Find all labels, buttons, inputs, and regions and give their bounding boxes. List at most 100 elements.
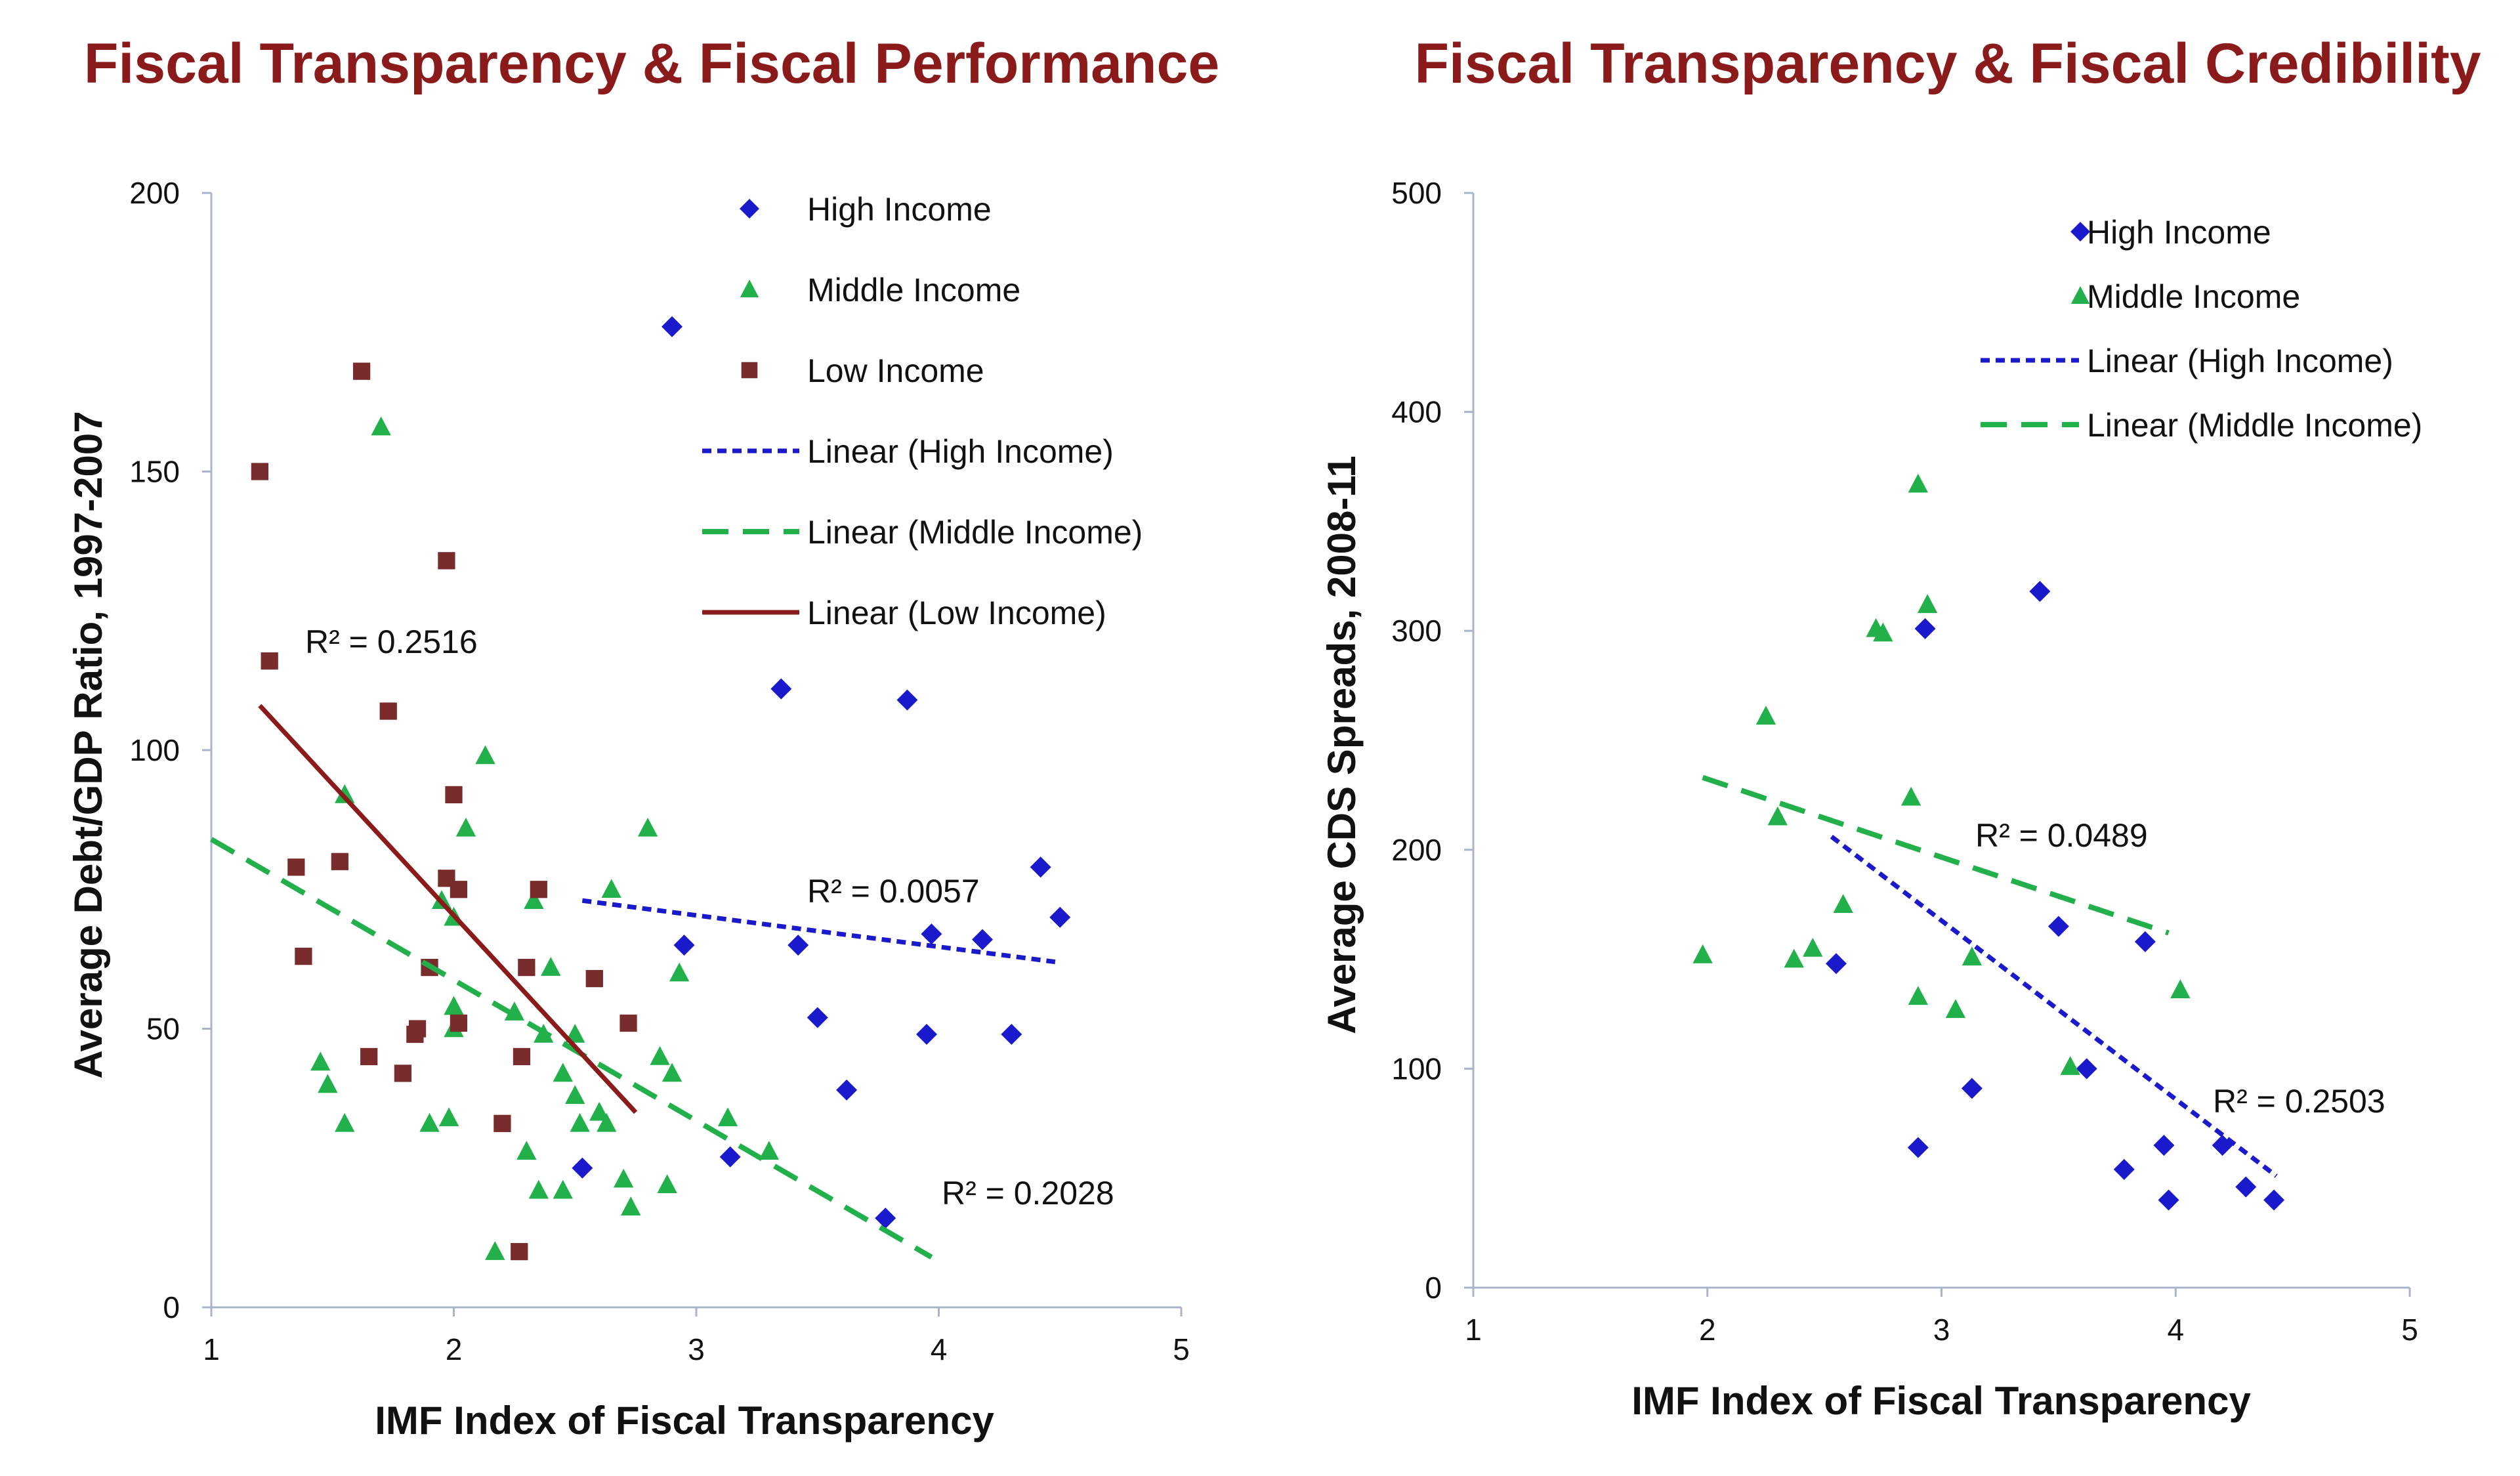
data-point-high-income	[788, 935, 809, 956]
legend-marker-low-income	[741, 362, 758, 379]
r2-label-linear-high-income: R² = 0.0057	[807, 873, 980, 910]
data-point-low-income	[406, 1025, 424, 1044]
data-point-middle-income	[553, 1063, 573, 1082]
plot-area: 0 50 100 150 200 1 2 3 4 5	[129, 176, 1190, 1366]
data-point-high-income	[2029, 581, 2051, 602]
x-tick-label: 3	[688, 1332, 705, 1366]
data-point-middle-income	[650, 1045, 670, 1065]
data-point-high-income	[1961, 1078, 1983, 1099]
data-point-middle-income	[455, 817, 476, 837]
chart-fiscal-credibility: Fiscal Transparency & Fiscal Credibility…	[1320, 32, 2481, 1423]
x-tick-label: 2	[446, 1332, 463, 1366]
data-point-middle-income	[589, 1101, 610, 1121]
y-tick-label: 150	[129, 455, 180, 489]
data-point-middle-income	[1755, 706, 1776, 725]
data-point-low-income	[331, 853, 348, 870]
data-point-middle-income	[1784, 948, 1804, 968]
data-point-middle-income	[717, 1107, 738, 1127]
data-point-middle-income	[553, 1179, 573, 1199]
y-tick-label: 0	[163, 1290, 180, 1324]
data-point-high-income	[2158, 1189, 2179, 1211]
data-point-middle-income	[2060, 1056, 2080, 1075]
data-point-low-income	[352, 362, 371, 380]
x-tick-label: 5	[2401, 1313, 2418, 1347]
y-tick-label: 0	[1425, 1271, 1442, 1305]
data-point-middle-income	[2170, 979, 2191, 999]
data-point-high-income	[719, 1146, 741, 1168]
data-point-middle-income	[613, 1168, 634, 1188]
data-point-middle-income	[541, 957, 561, 976]
y-tick-label: 500	[1391, 176, 1442, 210]
data-point-middle-income	[419, 1112, 440, 1132]
data-point-high-income	[921, 923, 942, 945]
data-point-high-income	[1030, 856, 1051, 878]
data-point-middle-income	[444, 996, 464, 1015]
data-point-middle-income	[669, 962, 690, 982]
legend-marker-middle-income	[740, 280, 759, 297]
data-point-middle-income	[504, 1002, 525, 1021]
y-axis-label: Average CDS Spreads, 2008-11	[1320, 455, 1364, 1034]
r2-label-linear-low-income: R² = 0.2516	[305, 623, 478, 660]
data-point-high-income	[1914, 618, 1936, 639]
x-tick-label: 1	[203, 1332, 220, 1366]
data-point-high-income	[2048, 916, 2069, 937]
data-point-high-income	[1001, 1023, 1022, 1045]
y-tick-label: 200	[129, 176, 180, 210]
legend-label-low-income: Low Income	[807, 352, 984, 389]
series-high-income	[1825, 581, 2285, 1211]
legend: High Income Middle Income Linear (High Inc…	[1981, 214, 2422, 444]
trendline-linear-high-income	[581, 898, 1056, 965]
data-point-low-income	[513, 1047, 531, 1066]
data-point-middle-income	[335, 1112, 355, 1132]
data-point-low-income	[438, 552, 455, 570]
data-point-low-income	[445, 786, 463, 804]
y-tick-label: 400	[1391, 395, 1442, 429]
legend-label-linear-high-income: Linear (High Income)	[807, 433, 1114, 470]
legend-label-middle-income: Middle Income	[2087, 278, 2300, 315]
data-point-low-income	[620, 1014, 637, 1032]
data-point-high-income	[673, 935, 695, 956]
data-point-middle-income	[485, 1241, 505, 1260]
data-point-middle-income	[318, 1074, 338, 1093]
data-point-middle-income	[759, 1141, 780, 1160]
data-point-middle-income	[1908, 473, 1929, 493]
data-point-high-income	[836, 1079, 858, 1101]
y-tick-label: 50	[146, 1012, 180, 1046]
data-point-middle-income	[1945, 999, 1966, 1019]
r2-labels: R² = 0.2503 R² = 0.0489	[1975, 817, 2385, 1120]
data-point-high-income	[1049, 906, 1071, 928]
y-tick-label: 100	[1391, 1051, 1442, 1086]
plot-area: 0 100 200 300 400 500 1 2 3 4 5	[1391, 176, 2418, 1347]
legend: High Income Middle Income Low Income Linear…	[702, 191, 1143, 631]
data-point-high-income	[807, 1007, 828, 1028]
x-axis-label: IMF Index of Fiscal Transparency	[1631, 1379, 2251, 1423]
data-point-low-income	[530, 881, 547, 898]
data-point-middle-income	[565, 1085, 585, 1105]
data-point-middle-income	[516, 1141, 537, 1160]
data-point-low-income	[295, 948, 312, 965]
data-point-high-income	[572, 1157, 593, 1179]
data-point-high-income	[916, 1023, 938, 1045]
legend-label-linear-low-income: Linear (Low Income)	[807, 595, 1106, 631]
data-point-middle-income	[601, 879, 621, 898]
data-point-middle-income	[438, 1107, 459, 1127]
data-point-middle-income	[528, 1179, 549, 1199]
data-point-middle-income	[621, 1196, 641, 1215]
data-point-high-income	[662, 316, 683, 337]
legend-marker-high-income	[2070, 222, 2090, 242]
data-point-low-income	[360, 1047, 378, 1066]
data-point-high-income	[1907, 1137, 1929, 1158]
legend-label-linear-high-income: Linear (High Income)	[2087, 343, 2393, 379]
series-high-income	[572, 316, 1071, 1229]
data-point-middle-income	[524, 890, 544, 910]
data-point-middle-income	[335, 784, 355, 803]
data-point-high-income	[972, 929, 994, 950]
data-point-middle-income	[1833, 894, 1853, 913]
y-axis-label: Average Debt/GDP Ratio, 1997-2007	[66, 411, 110, 1078]
legend-label-high-income: High Income	[2087, 214, 2271, 251]
data-point-low-income	[511, 1242, 528, 1261]
legend-label-linear-middle-income: Linear (Middle Income)	[807, 514, 1143, 551]
trendline-linear-high-income	[1830, 835, 2278, 1178]
x-tick-label: 1	[1465, 1313, 1482, 1347]
data-point-high-income	[2235, 1176, 2257, 1198]
